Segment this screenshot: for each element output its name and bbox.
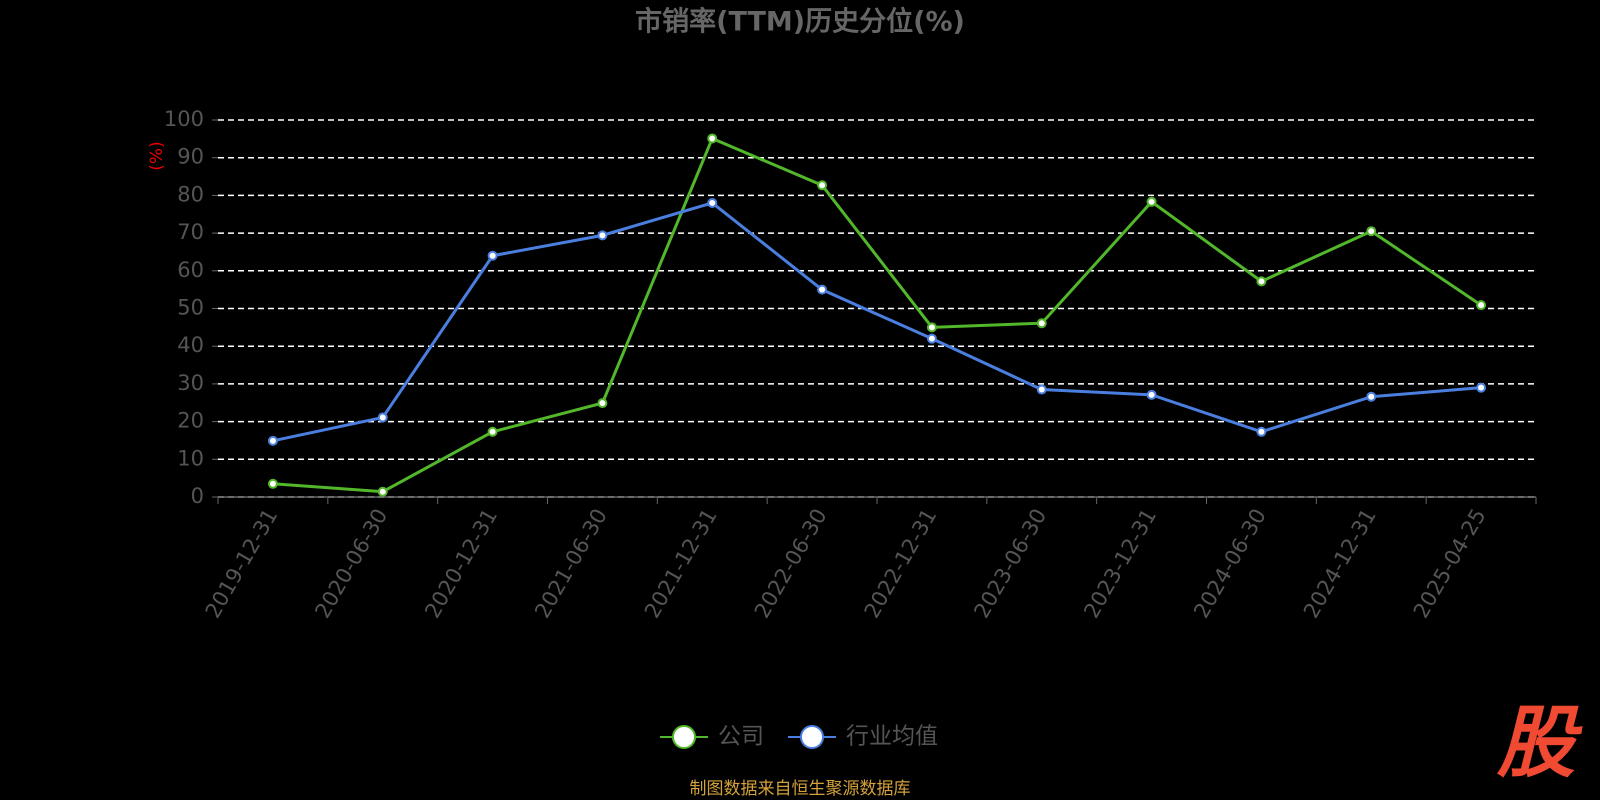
data-point: [926, 322, 937, 333]
x-tick-label: 2020-06-30: [310, 505, 392, 623]
data-point: [1366, 226, 1377, 237]
data-point: [1146, 196, 1157, 207]
x-tick-label: 2025-04-25: [1409, 505, 1491, 623]
y-tick-label: 90: [177, 145, 204, 169]
data-point: [597, 398, 608, 409]
source-note: 制图数据来自恒生聚源数据库: [690, 779, 911, 799]
data-point: [1476, 382, 1487, 393]
data-point: [267, 435, 278, 446]
logo: 股: [1496, 698, 1583, 788]
y-tick-label: 20: [177, 409, 204, 433]
legend-item: 行业均值: [788, 724, 938, 750]
chart-title: 市销率(TTM)历史分位(%): [635, 6, 965, 38]
data-point: [1036, 318, 1047, 329]
data-point: [487, 426, 498, 437]
x-tick-label: 2022-12-31: [860, 505, 942, 623]
legend-item: 公司: [660, 724, 764, 750]
legend-marker: [800, 725, 824, 749]
y-tick-label: 50: [177, 296, 204, 320]
y-tick-label: 100: [164, 107, 204, 131]
y-tick-label: 70: [177, 220, 204, 244]
data-point: [1036, 384, 1047, 395]
legend-marker: [672, 725, 696, 749]
legend-label: 行业均值: [846, 724, 938, 750]
data-point: [267, 478, 278, 489]
series-line: [272, 201, 1482, 443]
x-tick-label: 2021-12-31: [640, 505, 722, 623]
y-tick-label: 80: [177, 182, 204, 206]
y-tick-label: 40: [177, 333, 204, 357]
y-tick-label: 0: [191, 484, 204, 508]
legend-label: 公司: [718, 724, 764, 750]
y-tick-label: 30: [177, 371, 204, 395]
data-point: [1256, 276, 1267, 287]
data-point: [597, 230, 608, 241]
x-tick-label: 2024-06-30: [1189, 505, 1271, 623]
data-point: [377, 412, 388, 423]
x-tick-label: 2024-12-31: [1299, 505, 1381, 623]
data-point: [377, 486, 388, 497]
data-point: [926, 333, 937, 344]
data-point: [1146, 389, 1157, 400]
x-tick-label: 2023-06-30: [969, 505, 1051, 623]
x-tick-label: 2021-06-30: [530, 505, 612, 623]
data-point: [1366, 391, 1377, 402]
data-point: [1476, 300, 1487, 311]
x-tick-label: 2020-12-31: [420, 505, 502, 623]
y-tick-label: 10: [177, 446, 204, 470]
data-point: [707, 133, 718, 144]
series-line: [272, 136, 1482, 494]
x-tick-label: 2022-06-30: [750, 505, 832, 623]
y-tick-label: 60: [177, 258, 204, 282]
data-point: [817, 180, 828, 191]
x-tick-label: 2023-12-31: [1079, 505, 1161, 623]
data-point: [707, 197, 718, 208]
x-tick-label: 2019-12-31: [201, 505, 283, 623]
data-point: [817, 284, 828, 295]
y-axis-label: (%): [147, 141, 167, 170]
data-point: [1256, 426, 1267, 437]
data-point: [487, 250, 498, 261]
